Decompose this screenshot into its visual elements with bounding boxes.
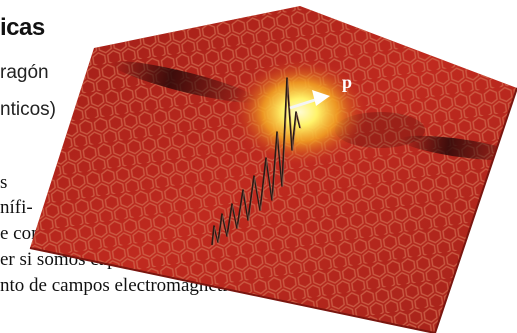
momentum-label: p	[342, 72, 352, 92]
momentum-arrow	[289, 90, 330, 110]
body-line-5: nto de campos electromagnéti	[0, 275, 228, 296]
energy-glow	[232, 58, 368, 166]
body-line-1: s	[0, 172, 8, 193]
article-title: icas	[0, 14, 45, 41]
author-line-1: ragón	[0, 62, 49, 83]
body-line-2: nífi-	[0, 197, 33, 218]
author-line-2: nticos)	[0, 99, 56, 120]
wave-packet	[211, 77, 301, 246]
